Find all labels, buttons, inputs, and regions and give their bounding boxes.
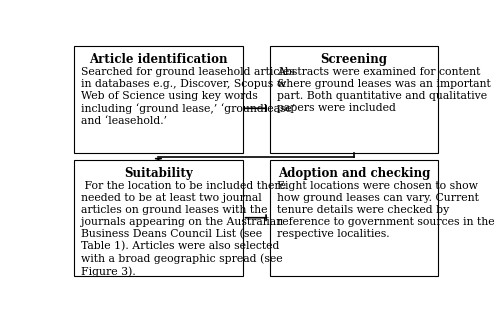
Bar: [270, 46, 438, 153]
Text: Eight locations were chosen to show
how ground leases can vary. Current
tenure d: Eight locations were chosen to show how …: [277, 181, 494, 239]
Bar: [270, 160, 438, 276]
Text: Article identification: Article identification: [89, 53, 228, 66]
Text: Abstracts were examined for content
where ground leases was an important
part. B: Abstracts were examined for content wher…: [277, 67, 490, 113]
Text: Suitability: Suitability: [124, 167, 193, 180]
Text: Adoption and checking: Adoption and checking: [278, 167, 430, 180]
Text: For the location to be included there
needed to be at least two journal
articles: For the location to be included there ne…: [81, 181, 286, 277]
Text: Screening: Screening: [320, 53, 388, 66]
Bar: [74, 160, 242, 276]
Text: Searched for ground leasehold articles
in databases e.g., Discover, Scopus &
Web: Searched for ground leasehold articles i…: [81, 67, 296, 126]
Bar: [74, 46, 242, 153]
